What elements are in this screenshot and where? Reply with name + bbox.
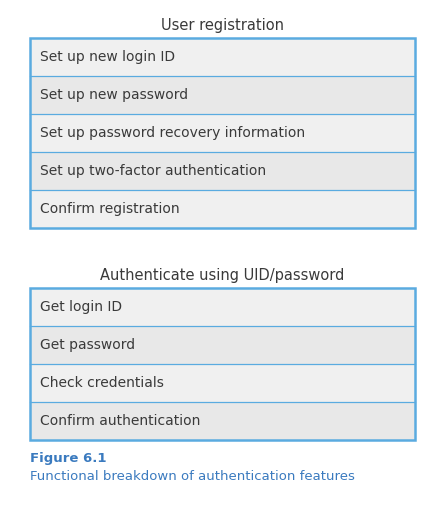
Text: Check credentials: Check credentials <box>40 376 164 390</box>
Text: User registration: User registration <box>161 18 284 33</box>
Bar <box>30 38 415 228</box>
Text: Confirm registration: Confirm registration <box>40 202 180 216</box>
Text: Figure 6.1: Figure 6.1 <box>30 452 106 465</box>
Bar <box>30 402 415 440</box>
Text: Set up new password: Set up new password <box>40 88 188 102</box>
Text: Confirm authentication: Confirm authentication <box>40 414 200 428</box>
Bar <box>30 190 415 228</box>
Text: Set up password recovery information: Set up password recovery information <box>40 126 305 140</box>
Text: Authenticate using UID/password: Authenticate using UID/password <box>100 268 345 283</box>
Text: Functional breakdown of authentication features: Functional breakdown of authentication f… <box>30 470 355 483</box>
Text: Get login ID: Get login ID <box>40 300 122 314</box>
Bar <box>30 288 415 326</box>
Bar <box>30 114 415 152</box>
Bar <box>30 38 415 76</box>
Text: Get password: Get password <box>40 338 135 352</box>
Bar <box>30 364 415 402</box>
Bar <box>30 326 415 364</box>
Bar <box>30 76 415 114</box>
Bar <box>30 152 415 190</box>
Text: Set up new login ID: Set up new login ID <box>40 50 175 64</box>
Text: Set up two-factor authentication: Set up two-factor authentication <box>40 164 266 178</box>
Bar <box>30 288 415 440</box>
